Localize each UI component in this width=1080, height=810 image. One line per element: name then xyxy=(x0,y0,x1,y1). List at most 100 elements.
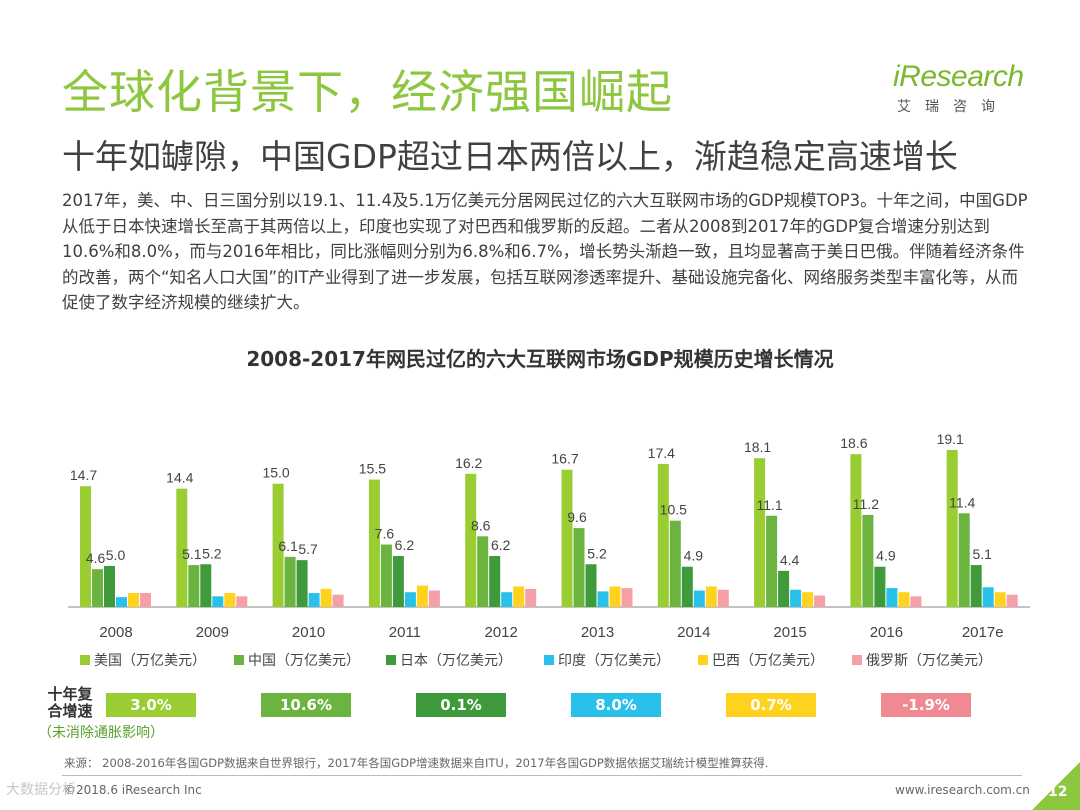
bar-4-2015 xyxy=(802,592,814,607)
bar-5-2008 xyxy=(140,593,151,607)
bar-0-2008 xyxy=(80,486,91,607)
bar-5-2011 xyxy=(428,590,440,607)
data-label-1-2010: 6.1 xyxy=(278,538,298,554)
logo-chinese: 艾瑞咨询 xyxy=(897,99,1009,115)
bar-4-2009 xyxy=(224,593,236,607)
data-label-2-2008: 5.0 xyxy=(106,547,126,563)
data-label-2-2012: 6.2 xyxy=(491,537,511,553)
iresearch-logo: iResearch 艾瑞咨询 xyxy=(893,60,1028,116)
data-label-1-2012: 8.6 xyxy=(471,517,491,533)
x-tick-2015: 2015 xyxy=(773,624,806,641)
x-tick-2014: 2014 xyxy=(677,624,710,641)
bar-4-2012 xyxy=(513,586,525,607)
bar-3-2017e xyxy=(982,587,994,607)
data-label-0-2012: 16.2 xyxy=(455,455,482,471)
bar-1-2017e xyxy=(958,513,970,607)
bar-2-2016 xyxy=(874,566,886,607)
bar-1-2012 xyxy=(477,536,489,607)
bar-3-2013 xyxy=(597,591,609,607)
cagr-note: （未消除通胀影响） xyxy=(38,725,164,741)
bar-4-2011 xyxy=(416,585,428,607)
data-label-0-2015: 18.1 xyxy=(744,439,771,455)
data-label-0-2009: 14.4 xyxy=(166,470,193,486)
cagr-box-russia: -1.9% xyxy=(881,693,971,717)
bar-3-2012 xyxy=(501,592,513,607)
cagr-box-japan: 0.1% xyxy=(416,693,506,717)
data-label-1-2015: 11.1 xyxy=(756,497,782,513)
bar-0-2017e xyxy=(946,449,958,607)
bar-0-2015 xyxy=(754,458,766,607)
bar-0-2012 xyxy=(465,473,477,607)
bar-2-2011 xyxy=(392,556,404,607)
bar-2-2012 xyxy=(489,556,501,607)
x-tick-2012: 2012 xyxy=(485,624,518,641)
bar-3-2015 xyxy=(790,589,802,607)
cagr-box-usa: 3.0% xyxy=(106,693,196,717)
bar-5-2012 xyxy=(525,588,537,607)
bar-5-2009 xyxy=(236,596,248,607)
footer-divider xyxy=(62,775,1022,776)
legend-swatch-1 xyxy=(234,655,244,665)
data-label-1-2008: 4.6 xyxy=(86,550,106,566)
x-tick-2013: 2013 xyxy=(581,624,614,641)
bar-3-2016 xyxy=(886,588,898,607)
data-label-0-2008: 14.7 xyxy=(70,467,97,483)
page-title: 全球化背景下，经济强国崛起 xyxy=(62,65,673,119)
data-label-0-2010: 15.0 xyxy=(262,465,289,481)
data-label-0-2017e: 19.1 xyxy=(937,431,964,447)
bar-0-2013 xyxy=(561,469,573,607)
data-label-2-2014: 4.9 xyxy=(684,548,704,564)
legend-label-2: 日本（万亿美元） xyxy=(400,653,512,669)
website-link[interactable]: www.iresearch.com.cn xyxy=(895,783,1030,797)
data-label-2-2011: 6.2 xyxy=(395,537,415,553)
bar-1-2013 xyxy=(573,528,585,607)
page-number: 12 xyxy=(1048,784,1068,800)
source-note: 来源： 2008-2016年各国GDP数据来自世界银行，2017年各国GDP增速… xyxy=(64,756,769,770)
data-label-1-2013: 9.6 xyxy=(567,509,587,525)
data-label-1-2014: 10.5 xyxy=(660,502,687,518)
bar-3-2008 xyxy=(116,597,127,607)
bar-2-2017e xyxy=(970,565,982,607)
logo-wordmark: iResearch xyxy=(893,60,1024,93)
bar-5-2010 xyxy=(332,594,344,607)
bar-2-2013 xyxy=(585,564,597,607)
legend-swatch-5 xyxy=(852,655,862,665)
bar-2-2014 xyxy=(681,566,693,607)
legend-label-0: 美国（万亿美元） xyxy=(94,653,206,669)
cagr-label-line2: 合增速 xyxy=(47,702,93,720)
data-label-2-2016: 4.9 xyxy=(876,548,896,564)
bar-4-2016 xyxy=(898,592,910,607)
data-label-2-2009: 5.2 xyxy=(202,545,222,561)
cagr-label-line1: 十年复 xyxy=(47,685,93,703)
bar-4-2017e xyxy=(994,592,1006,607)
bar-5-2015 xyxy=(814,595,826,607)
legend-label-1: 中国（万亿美元） xyxy=(248,653,360,669)
x-tick-2011: 2011 xyxy=(389,624,421,641)
legend-swatch-0 xyxy=(80,655,90,665)
bar-3-2010 xyxy=(308,593,320,607)
cagr-box-india: 8.0% xyxy=(571,693,661,717)
bar-3-2014 xyxy=(693,590,705,607)
x-tick-2017e: 2017e xyxy=(962,624,1004,641)
cagr-box-china: 10.6% xyxy=(261,693,351,717)
bar-4-2010 xyxy=(320,588,332,607)
data-label-0-2011: 15.5 xyxy=(359,461,386,477)
bar-5-2016 xyxy=(910,596,922,607)
data-label-2-2010: 5.7 xyxy=(298,541,318,557)
cagr-label: 十年复 合增速 xyxy=(40,686,100,720)
legend-label-3: 印度（万亿美元） xyxy=(558,653,670,669)
bar-1-2015 xyxy=(766,515,778,607)
legend-label-4: 巴西（万亿美元） xyxy=(712,653,824,669)
bar-0-2011 xyxy=(368,479,380,607)
bar-1-2008 xyxy=(92,569,103,607)
data-label-2-2013: 5.2 xyxy=(587,545,607,561)
cagr-box-brazil: 0.7% xyxy=(726,693,816,717)
bar-3-2011 xyxy=(404,592,416,607)
bar-2-2009 xyxy=(200,564,212,607)
legend-swatch-3 xyxy=(544,655,554,665)
bar-3-2009 xyxy=(212,596,224,607)
bar-1-2014 xyxy=(669,520,681,607)
legend-swatch-2 xyxy=(386,655,396,665)
bar-0-2014 xyxy=(657,463,669,607)
